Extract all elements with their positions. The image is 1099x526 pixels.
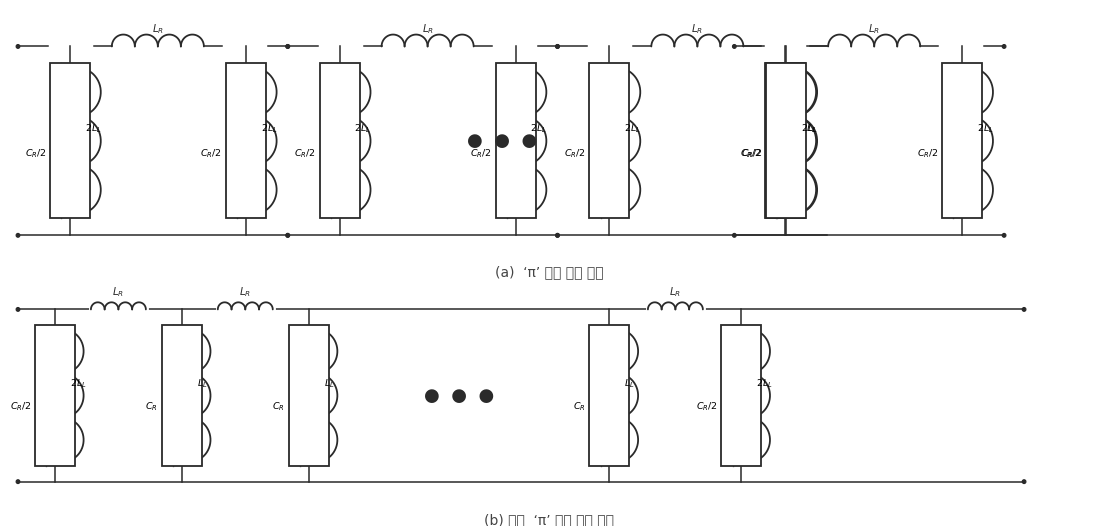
Bar xyxy=(589,325,630,466)
Circle shape xyxy=(16,480,20,483)
Circle shape xyxy=(1002,45,1006,48)
Bar xyxy=(225,64,266,218)
Bar xyxy=(766,64,807,218)
Circle shape xyxy=(286,45,289,48)
Text: $L_L$: $L_L$ xyxy=(197,378,208,390)
Circle shape xyxy=(733,45,736,48)
Circle shape xyxy=(1022,480,1025,483)
Text: $C_R/2$: $C_R/2$ xyxy=(10,401,31,413)
Circle shape xyxy=(16,45,20,48)
Circle shape xyxy=(1002,234,1006,237)
Text: $L_R$: $L_R$ xyxy=(152,22,164,36)
Text: $C_R/2$: $C_R/2$ xyxy=(295,147,315,159)
Text: $L_L$: $L_L$ xyxy=(323,378,334,390)
Circle shape xyxy=(556,45,559,48)
Text: (a)  ‘π’ 모델 주기 구조: (a) ‘π’ 모델 주기 구조 xyxy=(496,265,603,279)
Text: $2L_L$: $2L_L$ xyxy=(531,122,547,135)
Text: $C_R/2$: $C_R/2$ xyxy=(696,401,718,413)
Circle shape xyxy=(556,234,559,237)
Bar xyxy=(320,64,359,218)
Circle shape xyxy=(1022,308,1025,311)
Bar xyxy=(496,64,535,218)
Text: $2L_L$: $2L_L$ xyxy=(756,378,773,390)
Circle shape xyxy=(16,308,20,311)
Text: $L_L$: $L_L$ xyxy=(624,378,635,390)
Text: $C_R/2$: $C_R/2$ xyxy=(564,147,586,159)
Text: $C_R/2$: $C_R/2$ xyxy=(200,147,222,159)
Text: $L_R$: $L_R$ xyxy=(868,22,880,36)
Text: $2L_L$: $2L_L$ xyxy=(624,122,641,135)
Text: $C_R$: $C_R$ xyxy=(273,401,285,413)
Circle shape xyxy=(733,234,736,237)
Bar xyxy=(289,325,329,466)
Text: $L_R$: $L_R$ xyxy=(112,285,124,299)
Text: $C_R/2$: $C_R/2$ xyxy=(917,147,939,159)
Bar xyxy=(35,325,75,466)
Bar xyxy=(721,325,762,466)
Text: $L_R$: $L_R$ xyxy=(691,22,703,36)
Circle shape xyxy=(286,45,289,48)
Text: $2L_L$: $2L_L$ xyxy=(801,122,818,135)
Circle shape xyxy=(286,234,289,237)
Text: $C_R/2$: $C_R/2$ xyxy=(741,147,763,159)
Text: ●  ●  ●: ● ● ● xyxy=(467,132,537,150)
Text: ●  ●  ●: ● ● ● xyxy=(424,387,495,404)
Text: $L_R$: $L_R$ xyxy=(669,285,681,299)
Bar xyxy=(765,64,806,218)
Bar xyxy=(942,64,983,218)
Circle shape xyxy=(286,234,289,237)
Text: $L_R$: $L_R$ xyxy=(240,285,252,299)
Text: (b) 최종  ‘π’ 모델 주기 구조: (b) 최종 ‘π’ 모델 주기 구조 xyxy=(485,513,614,526)
Text: $2L_L$: $2L_L$ xyxy=(85,122,101,135)
Bar xyxy=(49,64,90,218)
Circle shape xyxy=(556,234,559,237)
Text: $C_R$: $C_R$ xyxy=(145,401,158,413)
Text: $2L_L$: $2L_L$ xyxy=(69,378,87,390)
Text: $2L_L$: $2L_L$ xyxy=(800,122,817,135)
Text: $2L_L$: $2L_L$ xyxy=(260,122,277,135)
Text: $C_R/2$: $C_R/2$ xyxy=(24,147,46,159)
Text: $2L_L$: $2L_L$ xyxy=(977,122,993,135)
Text: $L_R$: $L_R$ xyxy=(422,22,434,36)
Text: $C_R/2$: $C_R/2$ xyxy=(740,147,762,159)
Circle shape xyxy=(16,234,20,237)
Text: $C_R$: $C_R$ xyxy=(573,401,586,413)
Circle shape xyxy=(556,45,559,48)
Text: $C_R/2$: $C_R/2$ xyxy=(470,147,491,159)
Bar xyxy=(589,64,630,218)
Bar xyxy=(162,325,202,466)
Text: $2L_L$: $2L_L$ xyxy=(355,122,371,135)
